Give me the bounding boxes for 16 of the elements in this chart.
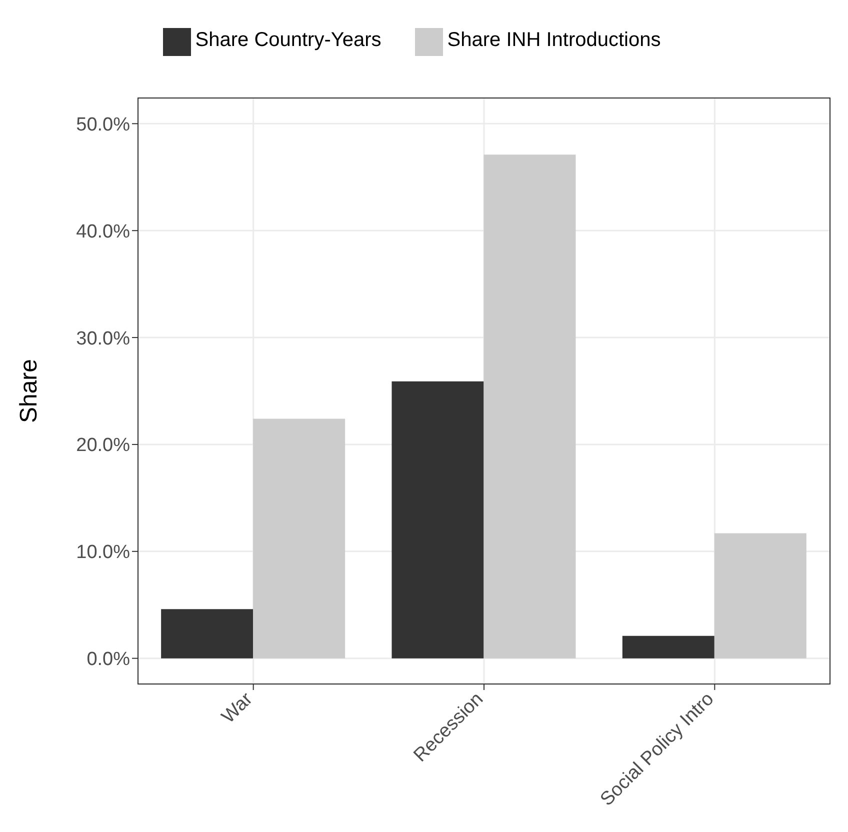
bar: [253, 418, 346, 658]
legend-label: Share Country-Years: [195, 29, 382, 52]
bar: [622, 636, 714, 658]
y-tick-label: 40.0%: [76, 221, 130, 242]
bar: [161, 609, 254, 658]
y-tick-label: 30.0%: [76, 328, 130, 350]
y-tick-label: 10.0%: [76, 542, 130, 564]
legend-label: Share INH Introductions: [447, 29, 661, 52]
y-tick-label: 20.0%: [76, 435, 130, 456]
x-tick-label: War: [218, 688, 258, 728]
bar: [484, 154, 576, 658]
y-axis-title: Share: [16, 358, 43, 424]
y-tick-label: 0.0%: [86, 649, 130, 670]
bar: [392, 381, 484, 658]
y-tick-label: 50.0%: [76, 114, 130, 136]
bar: [714, 533, 806, 658]
